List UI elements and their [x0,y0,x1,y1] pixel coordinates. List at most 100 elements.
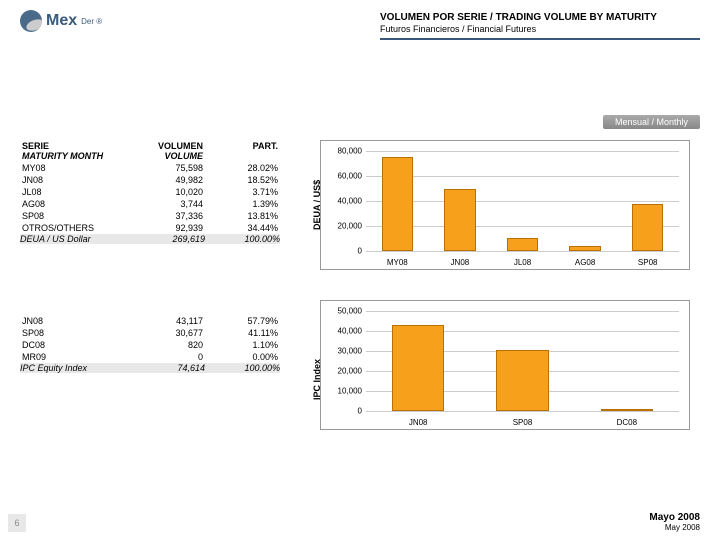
ytick-label: 60,000 [324,172,362,181]
gridline [366,201,679,202]
table-header-row: SERIE MATURITY MONTH VOLUMEN VOLUME PART… [20,140,280,162]
table-row: MY0875,59828.02% [20,162,280,174]
table-row: DC088201.10% [20,339,280,351]
th-part: PART. [207,141,278,151]
cell-vol: 820 [130,339,205,351]
cell-serie: SP08 [20,210,130,222]
cell-vol: 75,598 [130,162,205,174]
cell-vol: 49,982 [130,174,205,186]
chart1-plot: 020,00040,00060,00080,000 [366,151,679,251]
xtick-label: JL08 [514,258,531,267]
total-label: DEUA / US Dollar [20,234,130,244]
bar [632,204,663,251]
bar [444,189,475,251]
ytick-label: 50,000 [324,307,362,316]
header-title: VOLUMEN POR SERIE / TRADING VOLUME BY MA… [380,12,700,23]
cell-vol: 0 [130,351,205,363]
table-total-row: DEUA / US Dollar 269,619 100.00% [20,234,280,244]
total-vol: 269,619 [130,234,205,244]
cell-serie: MY08 [20,162,130,174]
cell-vol: 37,336 [130,210,205,222]
header-divider [380,38,700,40]
ytick-label: 20,000 [324,222,362,231]
chart2-plot: 010,00020,00030,00040,00050,000 [366,311,679,411]
gridline [366,311,679,312]
cell-part: 34.44% [205,222,280,234]
xtick-label: JN08 [409,418,428,427]
chart-ipc: 010,00020,00030,00040,00050,000 JN08SP08… [320,300,690,430]
table-row: JL0810,0203.71% [20,186,280,198]
table-total-row: IPC Equity Index 74,614 100.00% [20,363,280,373]
th-volumen: VOLUMEN [132,141,203,151]
table-row: SP0837,33613.81% [20,210,280,222]
total-part: 100.00% [205,234,280,244]
chart-deua: 020,00040,00060,00080,000 MY08JN08JL08AG… [320,140,690,270]
cell-part: 1.10% [205,339,280,351]
xtick-label: AG08 [575,258,595,267]
table-ipc: JN0843,11757.79%SP0830,67741.11%DC088201… [20,315,280,373]
table-deua: SERIE MATURITY MONTH VOLUMEN VOLUME PART… [20,140,280,244]
logo-brand: Mex [46,12,77,30]
cell-serie: SP08 [20,327,130,339]
cell-part: 13.81% [205,210,280,222]
bar [392,325,444,411]
xtick-label: JN08 [451,258,470,267]
header-subtitle: Futuros Financieros / Financial Futures [380,24,700,34]
cell-part: 57.79% [205,315,280,327]
footer-month-en: May 2008 [649,523,700,532]
gridline [366,151,679,152]
ytick-label: 10,000 [324,387,362,396]
ytick-label: 40,000 [324,327,362,336]
bar [569,246,600,251]
ytick-label: 0 [324,407,362,416]
total-vol: 74,614 [130,363,205,373]
logo-sub: Der ® [81,17,102,26]
cell-serie: JN08 [20,174,130,186]
th-maturity: MATURITY MONTH [22,151,128,161]
ytick-label: 40,000 [324,197,362,206]
th-serie: SERIE [22,141,128,151]
cell-part: 28.02% [205,162,280,174]
ytick-label: 30,000 [324,347,362,356]
cell-vol: 92,939 [130,222,205,234]
footer: Mayo 2008 May 2008 [649,512,700,532]
ytick-label: 80,000 [324,147,362,156]
logo: Mex Der ® [20,10,102,32]
footer-month-es: Mayo 2008 [649,512,700,523]
table-row: OTROS/OTHERS92,93934.44% [20,222,280,234]
gridline [366,251,679,252]
cell-serie: JL08 [20,186,130,198]
header: VOLUMEN POR SERIE / TRADING VOLUME BY MA… [380,12,700,40]
xtick-label: SP08 [638,258,658,267]
bar [507,238,538,251]
ytick-label: 0 [324,247,362,256]
bar [382,157,413,251]
gridline [366,176,679,177]
total-label: IPC Equity Index [20,363,130,373]
gridline [366,411,679,412]
cell-vol: 30,677 [130,327,205,339]
table-row: AG083,7441.39% [20,198,280,210]
bar [496,350,548,411]
table-row: SP0830,67741.11% [20,327,280,339]
cell-part: 3.71% [205,186,280,198]
globe-icon [20,10,42,32]
xtick-label: DC08 [617,418,637,427]
xtick-label: SP08 [513,418,533,427]
cell-part: 18.52% [205,174,280,186]
xtick-label: MY08 [387,258,408,267]
monthly-badge: Mensual / Monthly [603,115,700,129]
total-part: 100.00% [205,363,280,373]
cell-vol: 3,744 [130,198,205,210]
ytick-label: 20,000 [324,367,362,376]
table-row: MR0900.00% [20,351,280,363]
table-row: JN0849,98218.52% [20,174,280,186]
table-row: JN0843,11757.79% [20,315,280,327]
cell-serie: JN08 [20,315,130,327]
bar [601,409,653,411]
cell-serie: MR09 [20,351,130,363]
cell-part: 41.11% [205,327,280,339]
cell-vol: 43,117 [130,315,205,327]
cell-part: 0.00% [205,351,280,363]
cell-serie: AG08 [20,198,130,210]
